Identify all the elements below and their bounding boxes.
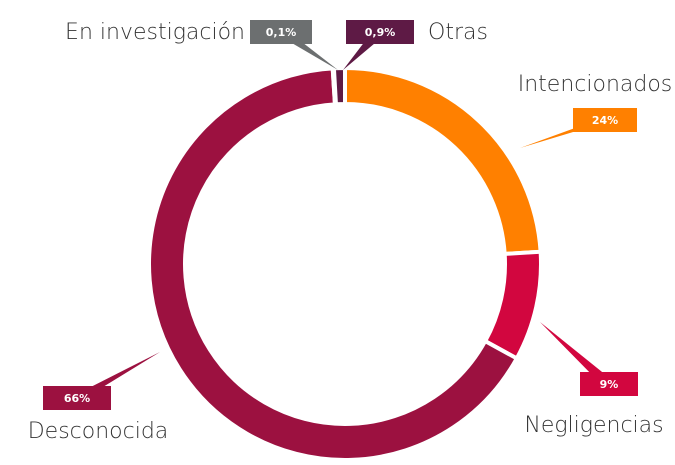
label-box (580, 372, 638, 396)
label-box (573, 108, 637, 132)
slice (482, 249, 543, 362)
category-label: Intencionados (518, 72, 673, 97)
pointer (540, 322, 617, 384)
value-label: 24% (592, 114, 618, 127)
category-label: En investigación (65, 20, 245, 45)
category-label: Desconocida (28, 419, 169, 444)
value-label: 9% (600, 378, 619, 391)
slice (147, 66, 520, 462)
label-box (346, 20, 414, 44)
category-label: Otras (428, 20, 488, 45)
slice (331, 65, 347, 107)
category-label: Negligencias (524, 413, 663, 438)
value-label: 0,1% (266, 26, 297, 39)
label-box (250, 20, 312, 44)
value-label: 66% (64, 392, 90, 405)
slice (343, 65, 543, 257)
value-label: 0,9% (365, 26, 396, 39)
label-box (43, 386, 111, 410)
